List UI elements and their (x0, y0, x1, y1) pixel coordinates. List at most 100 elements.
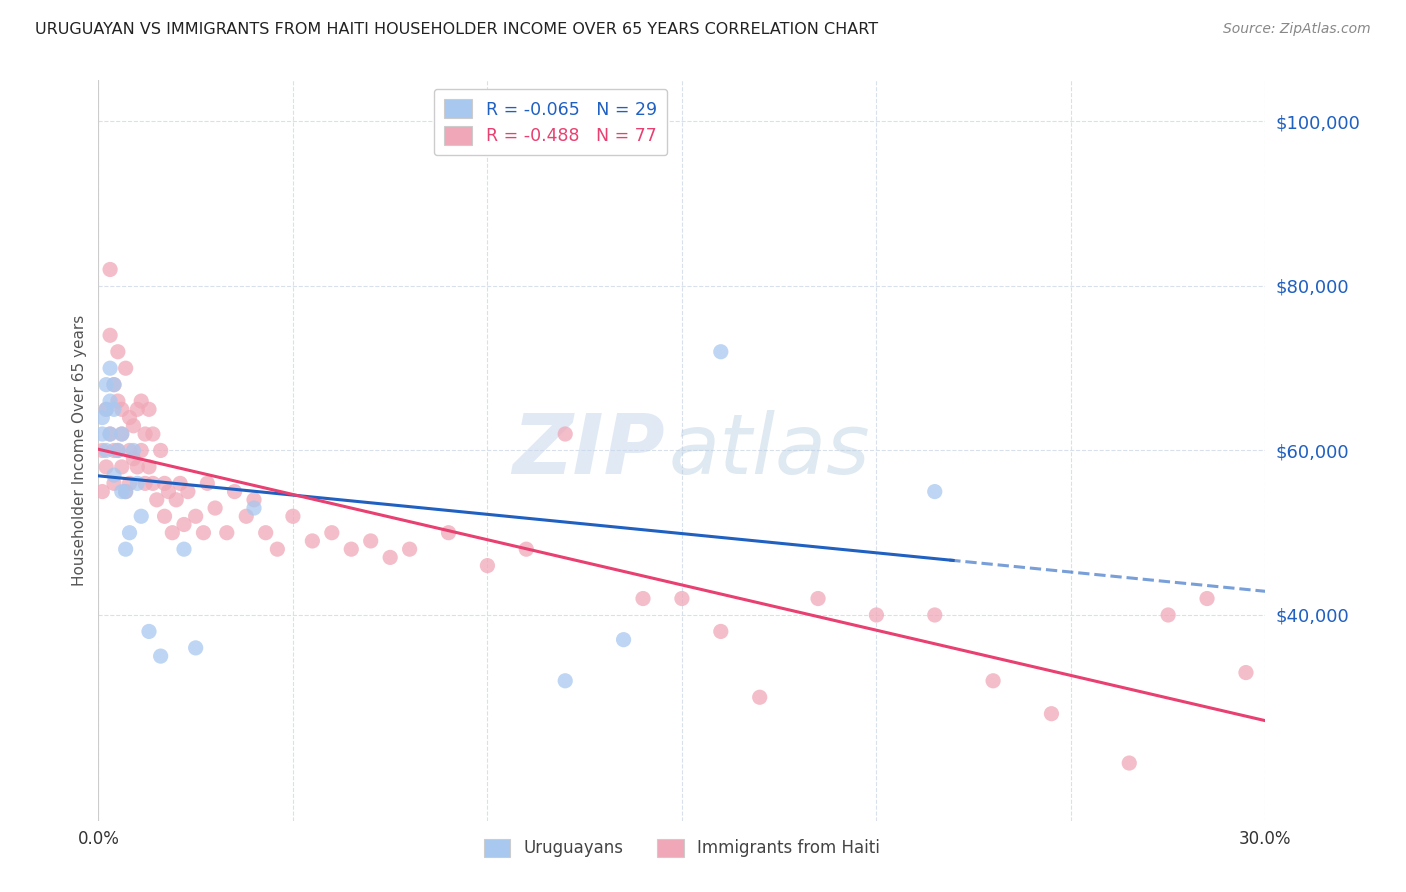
Point (321, 525, 343, 540)
Point (111, 484, 134, 499)
Text: atlas: atlas (669, 410, 870, 491)
Point (146, 492, 169, 507)
Point (103, 443, 125, 458)
Legend: Uruguayans, Immigrants from Haiti: Uruguayans, Immigrants from Haiti (477, 832, 887, 864)
Point (671, 591, 693, 606)
Point (748, 690, 770, 705)
Point (215, 525, 238, 540)
Point (710, 344, 733, 359)
Point (96, 443, 118, 458)
Point (243, 492, 266, 507)
Point (111, 427, 134, 442)
Text: URUGUAYAN VS IMMIGRANTS FROM HAITI HOUSEHOLDER INCOME OVER 65 YEARS CORRELATION : URUGUAYAN VS IMMIGRANTS FROM HAITI HOUSE… (35, 22, 879, 37)
Point (103, 468, 125, 483)
Point (118, 410, 141, 425)
Point (129, 394, 152, 409)
Point (118, 476, 141, 491)
Point (91, 484, 114, 499)
Point (107, 443, 129, 458)
Point (254, 525, 277, 540)
Point (613, 632, 636, 647)
Point (138, 459, 160, 474)
Point (111, 402, 134, 417)
Point (437, 525, 460, 540)
Point (301, 533, 323, 548)
Point (173, 517, 195, 532)
Point (103, 377, 125, 392)
Point (111, 459, 134, 474)
Point (184, 640, 207, 655)
Point (865, 607, 887, 622)
Point (98, 262, 121, 277)
Point (1195, 591, 1218, 606)
Point (98, 427, 121, 442)
Point (360, 533, 382, 548)
Point (169, 476, 191, 491)
Point (111, 427, 134, 442)
Point (1040, 706, 1063, 721)
Point (142, 427, 165, 442)
Point (114, 542, 136, 557)
Point (138, 402, 160, 417)
Point (554, 427, 576, 442)
Point (165, 492, 187, 507)
Point (98, 361, 121, 376)
Point (107, 344, 129, 359)
Point (103, 402, 125, 417)
Point (554, 673, 576, 688)
Point (98, 394, 121, 409)
Point (127, 459, 149, 474)
Point (224, 484, 246, 499)
Point (134, 427, 156, 442)
Point (98, 427, 121, 442)
Point (193, 525, 215, 540)
Point (173, 542, 195, 557)
Point (281, 509, 304, 524)
Point (924, 484, 946, 499)
Point (153, 476, 176, 491)
Point (107, 394, 129, 409)
Point (981, 673, 1004, 688)
Point (515, 542, 537, 557)
Point (122, 443, 145, 458)
Point (149, 649, 172, 664)
Point (114, 484, 136, 499)
Point (195, 476, 218, 491)
Point (91, 410, 114, 425)
Point (807, 591, 830, 606)
Point (129, 443, 152, 458)
Point (184, 509, 207, 524)
Point (235, 509, 257, 524)
Point (398, 542, 420, 557)
Point (149, 443, 172, 458)
Point (91, 427, 114, 442)
Point (98, 328, 121, 343)
Point (129, 509, 152, 524)
Point (1157, 607, 1180, 622)
Point (380, 550, 402, 565)
Text: ZIP: ZIP (512, 410, 665, 491)
Point (122, 451, 145, 466)
Point (924, 607, 946, 622)
Point (340, 542, 363, 557)
Point (142, 476, 165, 491)
Point (96, 459, 118, 474)
Point (96, 402, 118, 417)
Point (96, 402, 118, 417)
Point (114, 484, 136, 499)
Point (103, 476, 125, 491)
Point (118, 443, 141, 458)
Point (103, 377, 125, 392)
Point (118, 525, 141, 540)
Point (122, 418, 145, 433)
Point (107, 443, 129, 458)
Point (153, 509, 176, 524)
Point (138, 624, 160, 639)
Point (177, 484, 200, 499)
Point (710, 624, 733, 639)
Point (204, 501, 226, 516)
Point (127, 476, 149, 491)
Point (243, 501, 266, 516)
Point (157, 484, 180, 499)
Point (96, 377, 118, 392)
